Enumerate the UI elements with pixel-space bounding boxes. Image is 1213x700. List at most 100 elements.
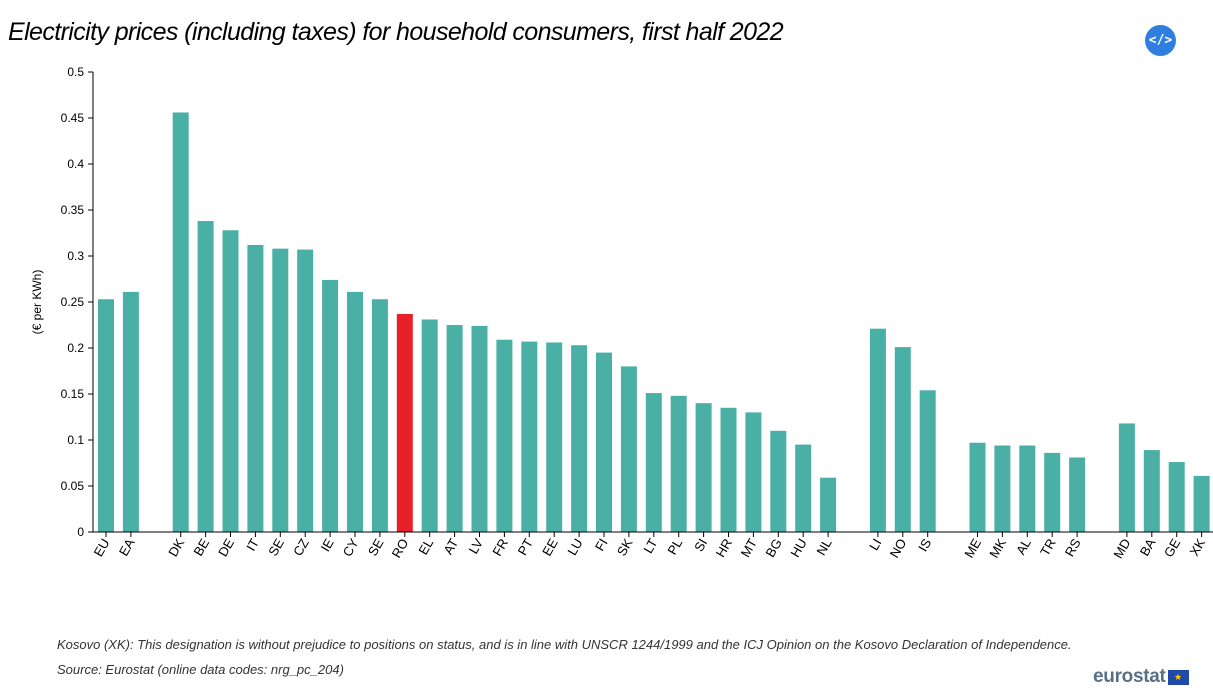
y-tick-label: 0.15 (61, 387, 85, 401)
x-tick-label: MD (1110, 536, 1133, 561)
x-tick-label: RO (389, 536, 412, 560)
x-tick-label: PL (664, 536, 685, 557)
code-icon: </> (1148, 33, 1173, 48)
x-tick-label: AT (440, 536, 461, 557)
source-note: Source: Eurostat (online data codes: nrg… (57, 662, 344, 677)
x-tick-label: BE (191, 536, 213, 559)
x-tick-label: BA (1137, 536, 1159, 559)
bar-fi (596, 352, 612, 532)
chart-title: Electricity prices (including taxes) for… (8, 18, 784, 46)
bar-lu (571, 345, 588, 532)
bar-hr (720, 407, 737, 532)
bar-si (695, 403, 712, 532)
bar-fr (496, 339, 513, 532)
bar-cy (347, 291, 363, 532)
y-tick-label: 0.5 (67, 65, 84, 79)
bar-mt (745, 412, 762, 532)
bar-is (919, 390, 936, 532)
x-tick-label: DK (165, 536, 187, 559)
x-tick-label: EL (415, 536, 436, 557)
x-tick-label: SI (691, 536, 710, 554)
x-tick-label: SK (614, 536, 636, 559)
bar-pl (670, 395, 687, 532)
bar-ee (546, 342, 563, 532)
x-tick-label: RS (1062, 536, 1084, 559)
x-tick-label: IE (318, 536, 337, 554)
bar-de (222, 230, 239, 533)
eu-flag-icon: ★ (1167, 669, 1189, 685)
bar-tr (1044, 452, 1061, 532)
x-tick-label: LV (466, 536, 487, 557)
x-tick-label: EE (539, 536, 561, 559)
x-tick-label: BG (763, 536, 785, 560)
bar-ea (122, 291, 139, 532)
bar-be (197, 221, 214, 533)
bar-eu (98, 299, 114, 532)
bar-lt (645, 393, 662, 532)
embed-code-button[interactable]: </> (1145, 25, 1176, 56)
bar-ro (396, 313, 413, 532)
x-tick-label: EA (116, 536, 138, 559)
x-tick-label: FR (489, 536, 511, 559)
bar-rs (1069, 457, 1086, 532)
y-tick-label: 0.2 (67, 341, 84, 355)
x-tick-label: CY (340, 536, 362, 559)
y-tick-label: 0.45 (61, 111, 85, 125)
y-tick-label: 0.4 (67, 157, 84, 171)
x-tick-label: MT (738, 536, 760, 560)
bar-bg (770, 430, 787, 532)
bar-ie (322, 279, 339, 532)
eurostat-logo: eurostat ★ (1093, 666, 1189, 688)
x-tick-label: XK (1187, 536, 1209, 559)
bar-at (446, 325, 463, 532)
x-tick-label: DE (215, 536, 237, 559)
y-tick-label: 0.05 (61, 479, 85, 493)
x-tick-label: GE (1161, 536, 1184, 560)
y-tick-label: 0.25 (61, 295, 85, 309)
y-tick-label: 0.3 (67, 249, 84, 263)
bar-al (1019, 445, 1036, 532)
x-tick-label: IT (243, 536, 262, 554)
logo-text: eurostat (1093, 666, 1166, 687)
x-tick-label: TR (1037, 536, 1059, 559)
x-tick-label: SE (365, 536, 387, 559)
bar-ge (1168, 462, 1185, 532)
bar-no (894, 347, 911, 532)
bar-nl (820, 477, 837, 532)
x-tick-label: CZ (290, 536, 312, 559)
x-tick-label: LI (866, 536, 884, 553)
x-tick-label: IS (915, 536, 934, 554)
x-tick-label: HR (713, 536, 735, 560)
x-tick-label: ME (961, 536, 984, 561)
y-axis-label: (€ per KWh) (30, 270, 44, 335)
x-tick-label: NO (887, 536, 910, 560)
bar-lv (471, 325, 488, 532)
bar-pt (521, 341, 538, 532)
bar-mk (994, 445, 1011, 532)
y-tick-label: 0.1 (67, 433, 84, 447)
x-tick-label: LT (640, 536, 660, 556)
bar-sk (620, 366, 637, 532)
bar-ba (1143, 450, 1160, 532)
bar-hu (795, 444, 812, 532)
y-tick-label: 0 (77, 525, 84, 539)
bar-li (869, 328, 886, 532)
kosovo-footnote: Kosovo (XK): This designation is without… (57, 637, 1072, 652)
x-tick-label: PT (515, 536, 536, 558)
bar-me (969, 442, 986, 532)
x-tick-label: MK (986, 536, 1009, 561)
bar-chart: 0 0.05 0.1 0.15 0.2 0.25 0.3 0.35 0.4 0.45 0.5 (€ p… (30, 65, 1213, 561)
bar-dk (172, 112, 189, 532)
x-tick-label: EU (91, 536, 113, 559)
y-tick-label: 0.35 (61, 203, 85, 217)
x-tick-label: AL (1013, 536, 1034, 557)
x-tick-label: NL (813, 536, 834, 558)
x-tick-label: LU (564, 536, 585, 558)
bar-xk (1193, 475, 1210, 532)
bar-md (1118, 423, 1135, 532)
x-tick-label: FI (592, 536, 611, 554)
bar-it (247, 244, 264, 532)
x-tick-label: SE (265, 536, 287, 559)
x-tick-label: HU (787, 536, 809, 560)
bar-se (371, 299, 388, 532)
